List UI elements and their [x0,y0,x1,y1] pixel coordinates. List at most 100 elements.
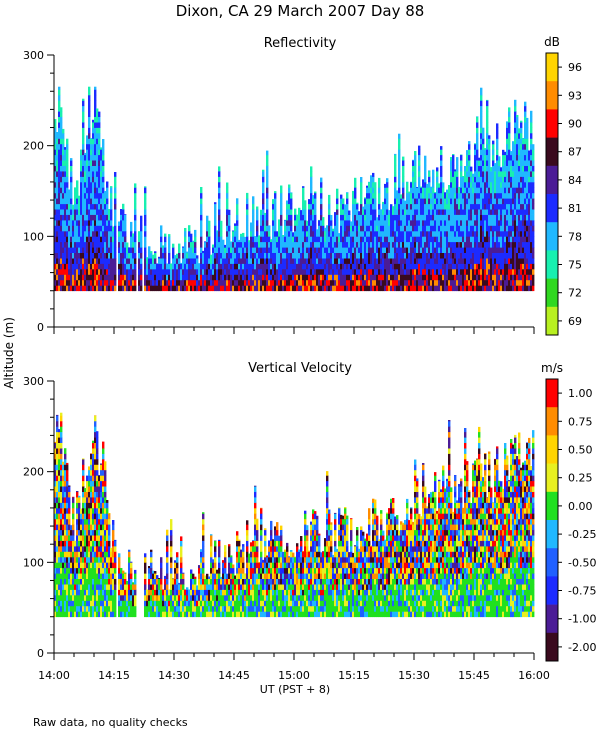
echo-cell [438,236,441,243]
echo-cell [518,258,521,264]
echo-cell [260,274,263,281]
echo-cell [382,214,385,221]
echo-cell [260,225,263,232]
echo-cell [340,269,343,275]
echo-cell [446,285,449,292]
echo-cell [80,578,83,585]
echo-cell [336,263,339,270]
echo-cell [442,269,445,275]
echo-cell [508,111,511,117]
echo-cell [410,258,413,264]
echo-cell [388,230,391,237]
echo-cell [66,600,69,607]
echo-cell [188,241,191,248]
echo-cell [464,230,467,237]
echo-cell [518,128,521,134]
echo-cell [440,187,443,194]
echo-cell [76,269,79,275]
echo-cell [134,279,137,286]
echo-cell [376,263,379,270]
echo-cell [368,236,371,243]
echo-cell [192,240,195,243]
echo-cell [450,263,453,270]
echo-cell [450,274,453,281]
echo-cell [480,203,483,210]
echo-cell [272,220,275,226]
echo-cell [504,230,507,237]
echo-cell [478,187,481,194]
echo-cell [378,225,381,232]
echo-cell [428,171,431,177]
echo-cell [500,181,503,188]
echo-cell [58,247,61,253]
echo-cell [434,192,437,199]
echo-cell [474,247,477,253]
echo-cell [336,220,339,226]
echo-cell [94,209,97,215]
echo-cell [274,236,277,243]
echo-cell [318,252,321,259]
echo-cell [468,181,471,188]
echo-cell [64,453,67,460]
echo-cell [322,252,325,259]
echo-cell [324,263,327,270]
echo-cell [298,220,301,226]
echo-cell [514,247,517,253]
echo-cell [78,595,81,601]
echo-cell [250,258,253,264]
echo-cell [398,274,401,281]
echo-cell [68,556,71,563]
echo-cell [262,169,265,172]
echo-cell [210,269,213,275]
echo-cell [294,209,297,215]
echo-cell [288,241,291,248]
echo-cell [528,274,531,281]
echo-cell [176,279,179,286]
echo-cell [502,154,505,161]
echo-cell [94,127,97,134]
echo-cell [354,263,357,270]
echo-cell [508,107,511,112]
echo-cell [494,274,497,281]
echo-cell [490,167,493,172]
echo-cell [72,584,75,590]
echo-cell [70,562,73,569]
echo-cell [148,274,151,281]
echo-cell [234,223,237,226]
echo-cell [482,279,485,286]
echo-cell [78,247,81,253]
echo-cell [66,187,69,194]
echo-cell [132,241,135,248]
echo-cell [394,269,397,275]
echo-cell [92,274,95,281]
echo-cell [492,209,495,215]
echo-cell [72,252,75,259]
echo-cell [324,269,327,275]
echo-cell [494,176,497,183]
echo-cell [342,252,345,259]
echo-cell [442,247,445,253]
echo-cell [108,214,111,221]
echo-cell [452,171,455,177]
echo-cell [354,258,357,264]
echo-cell [88,143,91,150]
echo-cell [388,241,391,248]
echo-cell [386,285,389,292]
echo-cell [434,203,437,210]
echo-cell [78,535,81,541]
echo-cell [416,214,419,221]
echo-cell [516,285,519,292]
echo-cell [384,209,387,215]
echo-cell [62,236,65,243]
echo-cell [446,269,449,275]
echo-cell [138,236,141,243]
echo-cell [516,138,519,145]
echo-cell [160,236,163,243]
echo-cell [476,269,479,275]
echo-cell [78,589,81,596]
echo-cell [522,269,525,275]
echo-cell [350,252,353,259]
echo-cell [384,230,387,237]
echo-cell [70,181,73,188]
echo-cell [134,220,137,226]
